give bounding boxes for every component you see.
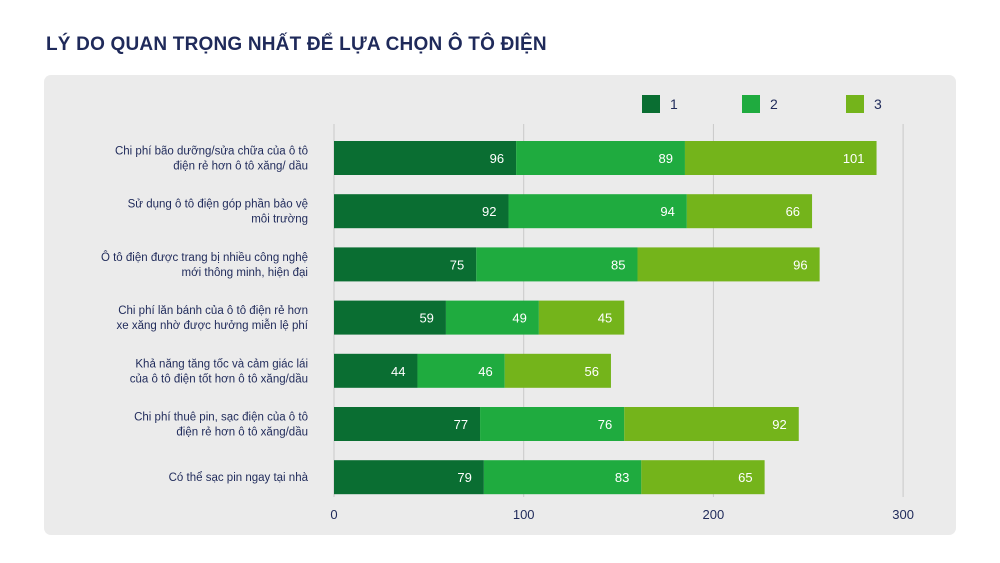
chart-title: LÝ DO QUAN TRỌNG NHẤT ĐỂ LỰA CHỌN Ô TÔ Đ… [46, 34, 547, 55]
bars: 96 89 101 92 94 66 75 85 96 59 49 45 44 46 56 77 76 92 79 8… [334, 141, 877, 495]
bar-value-label: 92 [482, 204, 496, 219]
bar-segment-series-1 [334, 141, 517, 175]
bar-segment-series-2 [516, 141, 685, 175]
category-label: điện rẻ hơn ô tô xăng/dầu [176, 427, 308, 439]
bar-value-label: 46 [478, 364, 492, 379]
legend-label-2: 2 [770, 96, 778, 112]
bar-value-label: 96 [793, 257, 807, 272]
legend-swatch-2 [742, 95, 760, 113]
category-label: Chi phí lăn bánh của ô tô điện rẻ hơn [118, 305, 308, 317]
bar-segment-series-3 [637, 247, 820, 282]
bar-value-label: 49 [512, 311, 526, 326]
legend-swatch-3 [846, 95, 864, 113]
category-label: Chi phí thuê pin, sạc điện của ô tô [134, 412, 308, 424]
bar-value-label: 77 [454, 417, 468, 432]
x-axis-ticks: 0 100 200 300 [330, 507, 914, 522]
bar-segment-series-2 [476, 247, 638, 282]
category-label: điện rẻ hơn ô tô xăng/ dầu [173, 161, 308, 173]
x-tick-label: 100 [513, 507, 535, 522]
bar-value-label: 45 [598, 311, 612, 326]
category-label: Ô tô điện được trang bị nhiều công nghệ [101, 251, 308, 264]
bar-segment-series-2 [417, 353, 505, 388]
bar-segment-series-2 [483, 460, 642, 495]
bar-segment-series-2 [480, 407, 625, 441]
bar-value-label: 89 [658, 151, 672, 166]
category-label: của ô tô điện tốt hơn ô tô xăng/dầu [130, 373, 308, 385]
category-label: xe xăng nhờ được hưởng miễn lệ phí [117, 319, 309, 332]
bar-segment-series-1 [334, 460, 484, 495]
legend-label-3: 3 [874, 96, 882, 112]
legend-label-1: 1 [670, 96, 678, 112]
bar-segment-series-3 [538, 300, 625, 335]
category-labels: Chi phí bão dưỡng/sửa chữa của ô tô điện … [101, 146, 309, 485]
bar-segment-series-3 [641, 460, 765, 495]
bar-value-label: 66 [786, 204, 800, 219]
bar-value-label: 79 [457, 470, 471, 485]
bar-segment-series-3 [684, 141, 877, 175]
x-tick-label: 200 [703, 507, 725, 522]
bar-value-label: 94 [660, 204, 674, 219]
bar-value-label: 83 [615, 470, 629, 485]
legend: 1 2 3 [642, 95, 882, 113]
bar-value-label: 59 [419, 311, 433, 326]
bar-value-label: 96 [490, 151, 504, 166]
bar-value-label: 101 [843, 151, 865, 166]
bar-segment-series-3 [624, 407, 799, 441]
category-label: môi trường [251, 214, 308, 226]
bar-value-label: 85 [611, 257, 625, 272]
category-label: mới thông minh, hiện đại [182, 267, 308, 279]
category-label: Sử dụng ô tô điện góp phần bảo vệ [128, 199, 308, 211]
x-tick-label: 0 [330, 507, 337, 522]
category-label: Chi phí bão dưỡng/sửa chữa của ô tô [115, 146, 308, 158]
bar-value-label: 56 [584, 364, 598, 379]
bar-value-label: 76 [598, 417, 612, 432]
legend-swatch-1 [642, 95, 660, 113]
bar-value-label: 44 [391, 364, 405, 379]
bar-segment-series-1 [334, 353, 418, 388]
bar-value-label: 65 [738, 470, 752, 485]
category-label: Có thể sạc pin ngay tại nhà [169, 472, 309, 484]
category-label: Khả năng tăng tốc và cảm giác lái [135, 358, 308, 370]
bar-segment-series-3 [504, 353, 611, 388]
bar-segment-series-2 [508, 194, 687, 229]
bar-segment-series-3 [686, 194, 813, 229]
bar-segment-series-1 [334, 407, 481, 441]
bar-value-label: 92 [772, 417, 786, 432]
bar-segment-series-1 [334, 247, 477, 282]
x-tick-label: 300 [892, 507, 914, 522]
bar-segment-series-2 [445, 300, 539, 335]
bar-segment-series-1 [334, 300, 446, 335]
bar-segment-series-1 [334, 194, 509, 229]
bar-value-label: 75 [450, 257, 464, 272]
